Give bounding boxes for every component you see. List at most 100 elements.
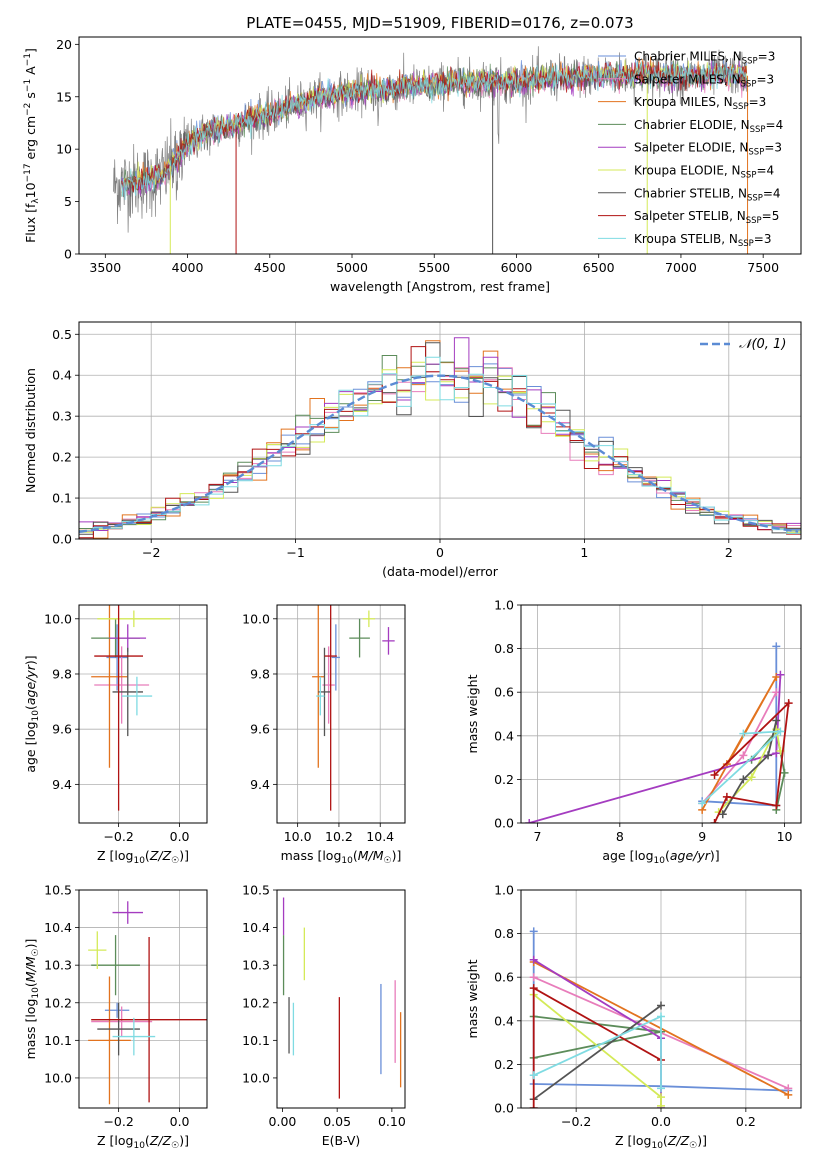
plot-area-weight-age (525, 642, 793, 823)
weight-marker (657, 1001, 665, 1010)
y-tick-label: 0.8 (494, 926, 514, 941)
weight-marker (772, 642, 781, 651)
x-tick-label: 7500 (747, 260, 779, 275)
y-axis-label: mass weight (465, 674, 480, 753)
x-tick-label: 2 (725, 545, 733, 560)
weight-marker (525, 819, 534, 823)
legend-label: 𝒩(0, 1) (739, 337, 786, 352)
x-tick-label: 0.00 (269, 1114, 297, 1129)
y-tick-label: 0.4 (494, 728, 514, 743)
y-axis-label: mass weight (465, 959, 480, 1038)
weight-marker (784, 1090, 793, 1099)
y-tick-label: 0.4 (52, 368, 72, 383)
weight-marker (657, 1012, 665, 1021)
axes-age-Z: −0.2 0.0 9.4 9.6 9.8 10.0 Z [log10(Z/Z☉)] age [… (23, 604, 208, 866)
x-tick-label: 5500 (418, 260, 450, 275)
weight-marker (772, 672, 781, 681)
legend: Chabrier MILES, NSSP=3 Salpeter MILES, NS… (598, 50, 783, 249)
axes-frame (276, 889, 406, 1109)
x-tick-label: 0.05 (323, 1114, 351, 1129)
errorbar-point (88, 976, 131, 1105)
x-tick-label: 10.4 (366, 829, 394, 844)
legend-label: Salpeter MILES, NSSP=3 (634, 72, 774, 89)
weight-marker (764, 751, 773, 760)
weight-line (528, 674, 782, 823)
x-tick-label: 6000 (501, 260, 533, 275)
weight-line (533, 1004, 662, 1101)
y-tick-label: 10.2 (242, 995, 270, 1010)
y-tick-label: 9.4 (52, 777, 72, 792)
errorbar-point (91, 935, 140, 996)
errorbar-point (91, 1006, 153, 1037)
x-tick-label: −1 (286, 545, 304, 560)
weight-marker (529, 984, 538, 993)
y-tick-label: 10 (56, 142, 72, 157)
y-axis-label: mass [log10(M/M☉)] (23, 939, 41, 1060)
weight-marker (529, 955, 538, 964)
y-tick-label: 0 (64, 247, 72, 262)
errorbar-point (91, 936, 207, 1103)
x-tick-label: 7000 (665, 260, 697, 275)
weight-marker (698, 799, 707, 808)
errorbar-point (104, 1002, 130, 1018)
legend-label: Chabrier ELODIE, NSSP=4 (634, 118, 783, 135)
y-tick-label: 10.5 (242, 883, 270, 898)
y-tick-label: 15 (56, 89, 72, 104)
x-tick-label: 8 (616, 829, 624, 844)
weight-line (701, 730, 783, 805)
plot-area-age-Z (91, 605, 171, 811)
x-tick-label: −0.2 (103, 1114, 133, 1129)
weight-marker (784, 699, 793, 708)
y-axis-label: Flux [fλ10−17 erg cm−2 s−1 A−1] (23, 48, 41, 243)
x-axis-label: Z [log10(Z/Z☉)] (615, 1133, 707, 1151)
x-tick-label: 10 (777, 829, 793, 844)
axes-mass-Z: −0.2 0.0 10.0 10.1 10.2 10.3 10.4 10.5 Z [log10(… (23, 883, 208, 1151)
y-tick-label: 10.3 (44, 958, 72, 973)
x-axis-label: (data-model)/error (382, 564, 499, 579)
weight-marker (772, 716, 781, 725)
x-tick-label: 10.2 (325, 829, 353, 844)
axes-residuals: −2 −1 0 1 2 0.0 0.1 0.2 0.3 0.4 0.5 (data-model)/er… (23, 321, 802, 579)
axes-spectrum: 3500 4000 4500 5000 5500 6000 6500 7000 7500 0 5 10… (23, 14, 802, 294)
weight-marker (529, 1071, 538, 1080)
y-tick-label: 10.0 (242, 611, 270, 626)
chart-title: PLATE=0455, MJD=51909, FIBERID=0176, z=0… (246, 14, 633, 32)
x-axis-label: wavelength [Angstrom, rest frame] (330, 279, 550, 294)
y-tick-label: 0.2 (52, 450, 72, 465)
x-tick-label: −0.2 (103, 829, 133, 844)
y-tick-label: 0.2 (494, 772, 514, 787)
y-tick-label: 0.2 (494, 1057, 514, 1072)
axes-mass-EBV: 0.00 0.05 0.10 10.0 10.1 10.2 10.3 10.4 10.5 E(B-… (242, 883, 406, 1149)
normal-curve (79, 374, 799, 533)
y-tick-label: 0.6 (494, 685, 514, 700)
x-tick-label: 9 (698, 829, 706, 844)
errorbar-point (112, 1017, 156, 1056)
y-tick-label: 1.0 (494, 598, 514, 613)
x-axis-label: Z [log10(Z/Z☉)] (97, 1133, 189, 1151)
x-tick-label: 0.0 (651, 1114, 671, 1129)
weight-marker (739, 729, 748, 738)
y-tick-label: 0.6 (494, 970, 514, 985)
axes-frame (78, 889, 208, 1109)
y-axis-label: Normed distribution (23, 368, 38, 493)
y-tick-label: 9.8 (250, 666, 270, 681)
weight-marker (718, 810, 727, 819)
weight-marker (657, 1093, 665, 1102)
x-tick-label: 10.0 (284, 829, 312, 844)
plot-area-age-mass (312, 605, 395, 811)
residual-histogram (79, 356, 801, 534)
y-tick-label: 9.6 (250, 722, 270, 737)
y-tick-label: 0.4 (494, 1013, 514, 1028)
errorbar-point (97, 1002, 140, 1056)
x-tick-label: 4000 (172, 260, 204, 275)
legend-label: Salpeter ELODIE, NSSP=3 (634, 141, 782, 158)
errorbar-point (94, 605, 143, 811)
errorbar-point (112, 647, 143, 737)
errorbar-point (349, 618, 370, 658)
weight-marker (657, 1101, 665, 1108)
x-axis-label: mass [log10(M/M☉)] (281, 848, 402, 866)
x-tick-label: 3500 (89, 260, 121, 275)
x-tick-label: 0 (436, 545, 444, 560)
y-tick-label: 10.4 (242, 920, 270, 935)
axes-weight-age: 7 8 9 10 0.0 0.2 0.4 0.6 0.8 1.0 age [log10(age/yr… (465, 598, 802, 866)
